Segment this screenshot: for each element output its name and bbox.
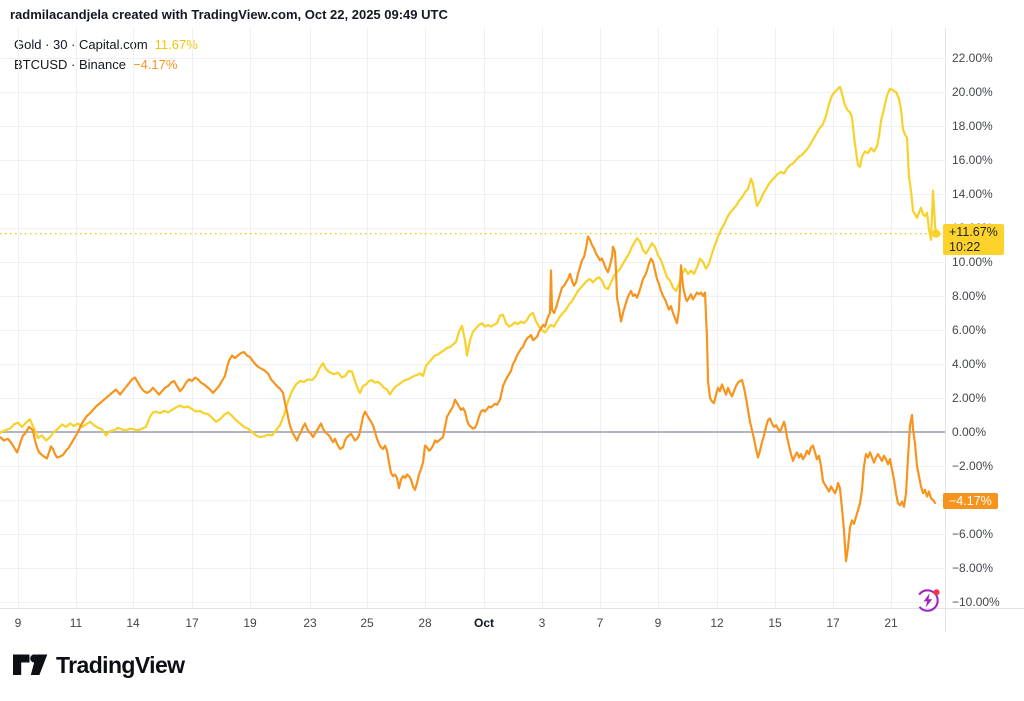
tradingview-logo[interactable]: TradingView: [12, 652, 185, 679]
price-axis-label: 22.00%: [952, 51, 993, 65]
legend-gold-label: Gold · 30 · Capital.com: [14, 37, 148, 52]
legend-btc-label: BTCUSD · Binance: [14, 57, 126, 72]
price-axis-label: −2.00%: [952, 459, 994, 473]
btc-series-line: [0, 235, 937, 563]
gold-last-price-value: +11.67%: [949, 225, 998, 240]
time-axis-label: 12: [710, 616, 724, 630]
price-axis-label: 4.00%: [952, 357, 987, 371]
time-axis-label: 28: [418, 616, 432, 630]
price-axis-label: −6.00%: [952, 527, 994, 541]
gold-series-end-dot: [931, 229, 941, 238]
time-axis-label: 25: [360, 616, 374, 630]
tradingview-logo-icon: [13, 654, 48, 675]
price-axis-label: 0.00%: [952, 425, 987, 439]
gold-series-line: [0, 85, 938, 442]
time-axis-label: 15: [768, 616, 782, 630]
time-axis-label: 7: [596, 616, 604, 630]
price-axis-label: 14.00%: [952, 187, 993, 201]
btc-last-price-badge: −4.17%: [943, 492, 998, 510]
time-axis-label: 23: [303, 616, 317, 630]
time-axis-label: 9: [654, 616, 662, 630]
time-axis-label: 17: [826, 616, 840, 630]
gold-countdown-timer: 10:22: [949, 239, 981, 254]
price-axis-label: 10.00%: [952, 255, 993, 269]
price-axis-label: 6.00%: [952, 323, 987, 337]
attribution-text: radmilacandjela created with TradingView…: [10, 7, 448, 22]
time-axis-label: 9: [14, 616, 22, 630]
price-axis-label: −10.00%: [952, 595, 1000, 609]
time-axis-label: Oct: [473, 616, 495, 630]
boost-circle: [916, 589, 939, 612]
legend-item-btcusd[interactable]: BTCUSD · Binance −4.17%: [14, 55, 198, 75]
price-axis-label: 2.00%: [952, 391, 987, 405]
price-axis-label: 18.00%: [952, 119, 993, 133]
time-axis-label: 14: [126, 616, 140, 630]
gold-last-price-badge: +11.67% 10:22: [943, 224, 1004, 256]
price-axis-label: 20.00%: [952, 85, 993, 99]
price-axis-label: 8.00%: [952, 289, 987, 303]
legend-item-gold[interactable]: Gold · 30 · Capital.com 11.67%: [14, 35, 198, 55]
legend-gold-value: 11.67%: [154, 37, 198, 52]
boost-bolt: [923, 593, 933, 608]
time-axis-label: 11: [69, 616, 83, 630]
boost-notification-dot: [933, 589, 940, 596]
btc-last-price-value: −4.17%: [949, 493, 992, 508]
time-axis-label: 3: [538, 616, 546, 630]
chart-legend: Gold · 30 · Capital.com 11.67% BTCUSD · B…: [14, 35, 198, 75]
price-axis-label: 16.00%: [952, 153, 993, 167]
time-axis-label: 19: [243, 616, 257, 630]
legend-btc-value: −4.17%: [132, 57, 178, 72]
tradingview-logo-text: TradingView: [56, 652, 185, 678]
time-axis-label: 17: [185, 616, 199, 630]
chart-canvas[interactable]: [0, 0, 1024, 645]
price-axis-label: −8.00%: [952, 561, 994, 575]
time-axis-label: 21: [884, 616, 898, 630]
boost-lightning-icon[interactable]: [914, 586, 942, 614]
